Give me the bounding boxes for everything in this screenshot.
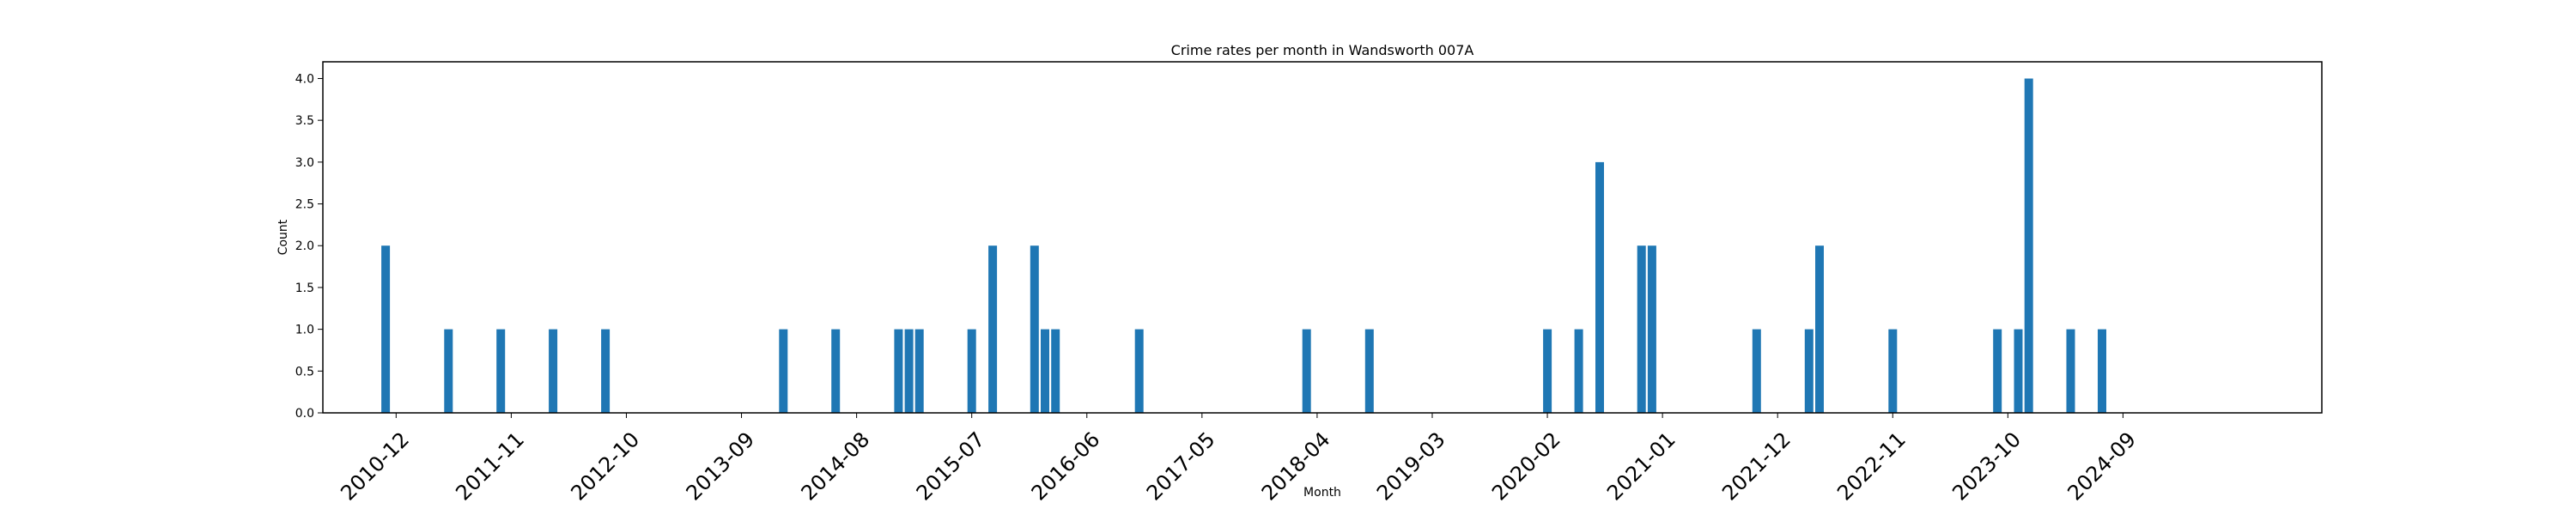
x-tick-label: 2015-07 — [912, 427, 990, 506]
bar-2023-09 — [1993, 329, 2002, 413]
bar-2020-12 — [1647, 245, 1656, 413]
bar-2024-07 — [2098, 329, 2106, 413]
x-tick-label: 2016-06 — [1027, 427, 1105, 506]
bar-2014-01 — [779, 329, 788, 413]
x-tick-label: 2013-09 — [682, 427, 760, 506]
bar-2021-10 — [1752, 329, 1761, 413]
bar-2016-03 — [1051, 329, 1060, 413]
bar-2022-04 — [1815, 245, 1824, 413]
x-axis-title: Month — [1303, 486, 1341, 500]
bar-2014-06 — [831, 329, 841, 413]
y-tick-label: 3.0 — [295, 156, 314, 170]
y-tick-label: 3.5 — [295, 114, 314, 128]
y-axis-title: Count — [276, 219, 290, 255]
y-tick-label: 4.0 — [295, 72, 314, 86]
bar-2010-11 — [381, 245, 391, 413]
bar-2020-05 — [1574, 329, 1583, 413]
x-tick-label: 2014-08 — [797, 427, 875, 506]
bars-layer — [381, 78, 2106, 413]
bar-2024-04 — [2066, 329, 2075, 413]
x-tick-label: 2010-12 — [336, 427, 414, 506]
plot-frame — [322, 61, 2323, 414]
bar-2015-02 — [914, 329, 924, 413]
bar-2020-02 — [1543, 329, 1552, 413]
bar-2012-08 — [601, 329, 611, 413]
y-tick-label: 0.0 — [295, 407, 314, 421]
bar-2015-09 — [988, 245, 998, 413]
x-axis: 2010-12 2011-11 2012-10 2013-09 2014-08 2015-… — [336, 413, 2141, 506]
x-tick-label: 2023-10 — [1947, 427, 2026, 506]
bar-2015-01 — [904, 329, 914, 413]
y-axis: 0.0 0.5 1.0 1.5 2.0 2.5 3.0 3.5 4.0 — [295, 72, 323, 421]
bar-2020-07 — [1595, 161, 1604, 413]
x-tick-label: 2022-11 — [1832, 427, 1911, 506]
bar-2012-03 — [549, 329, 558, 413]
y-tick-label: 0.5 — [295, 365, 314, 379]
bar-2018-09 — [1364, 329, 1374, 413]
bar-2020-11 — [1637, 245, 1646, 413]
bar-2015-07 — [967, 329, 976, 413]
bar-2023-11 — [2014, 329, 2023, 413]
x-tick-label: 2021-12 — [1717, 427, 1795, 506]
bar-2016-02 — [1041, 329, 1049, 413]
x-tick-label: 2012-10 — [566, 427, 644, 506]
bar-2023-12 — [2024, 78, 2033, 413]
x-tick-label: 2017-05 — [1142, 427, 1220, 506]
bar-2022-03 — [1804, 329, 1814, 413]
x-tick-label: 2020-02 — [1487, 427, 1565, 506]
x-tick-label: 2024-09 — [2063, 427, 2141, 506]
chart-title: Crime rates per month in Wandsworth 007A — [1171, 42, 1474, 58]
x-tick-label: 2021-01 — [1602, 427, 1680, 506]
y-tick-label: 2.0 — [295, 239, 314, 253]
bar-2016-01 — [1030, 245, 1039, 413]
bar-2011-05 — [444, 329, 453, 413]
y-tick-label: 2.5 — [295, 198, 314, 212]
x-tick-label: 2011-11 — [451, 427, 529, 506]
bar-2018-03 — [1302, 329, 1311, 413]
bar-2014-12 — [894, 329, 903, 413]
x-tick-label: 2019-03 — [1372, 427, 1450, 506]
bar-2011-10 — [496, 329, 506, 413]
bar-2022-11 — [1888, 329, 1898, 413]
y-tick-label: 1.5 — [295, 282, 314, 295]
y-tick-label: 1.0 — [295, 324, 314, 337]
bar-2016-11 — [1134, 329, 1144, 413]
